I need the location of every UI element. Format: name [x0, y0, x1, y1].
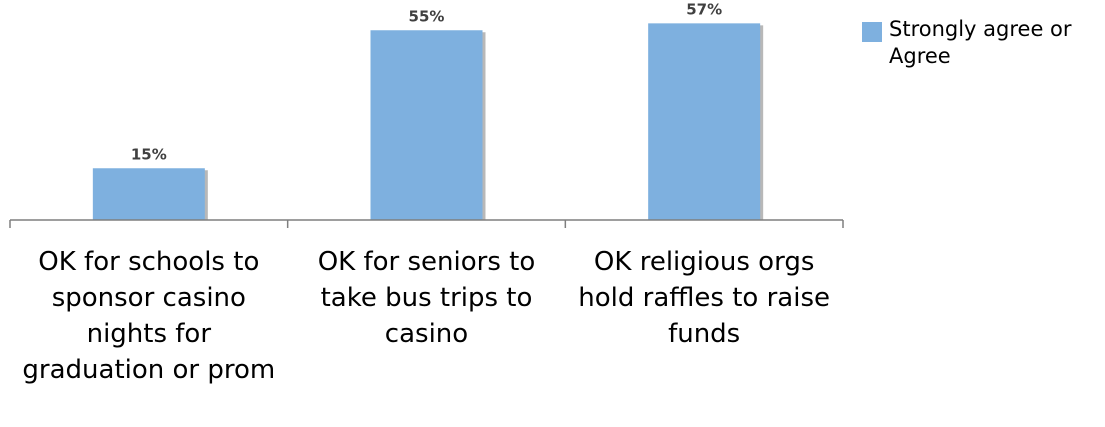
category-label: OK religious orgs hold raffles to raise … — [578, 247, 830, 349]
data-label: 15% — [131, 145, 167, 163]
bar — [648, 23, 761, 220]
legend-label: Strongly agree or Agree — [889, 17, 1072, 68]
category-label: OK for schools to sponsor casino nights … — [22, 247, 276, 385]
value-labels-group: 15% 55% 57% — [131, 0, 722, 163]
x-axis — [9, 219, 844, 228]
category-label: OK for seniors to take bus trips to casi… — [317, 247, 536, 349]
data-label: 57% — [686, 0, 722, 18]
bar — [370, 30, 483, 220]
legend-swatch — [862, 22, 882, 42]
bars-group — [92, 23, 764, 220]
bar — [92, 168, 205, 220]
data-label: 55% — [409, 7, 445, 25]
